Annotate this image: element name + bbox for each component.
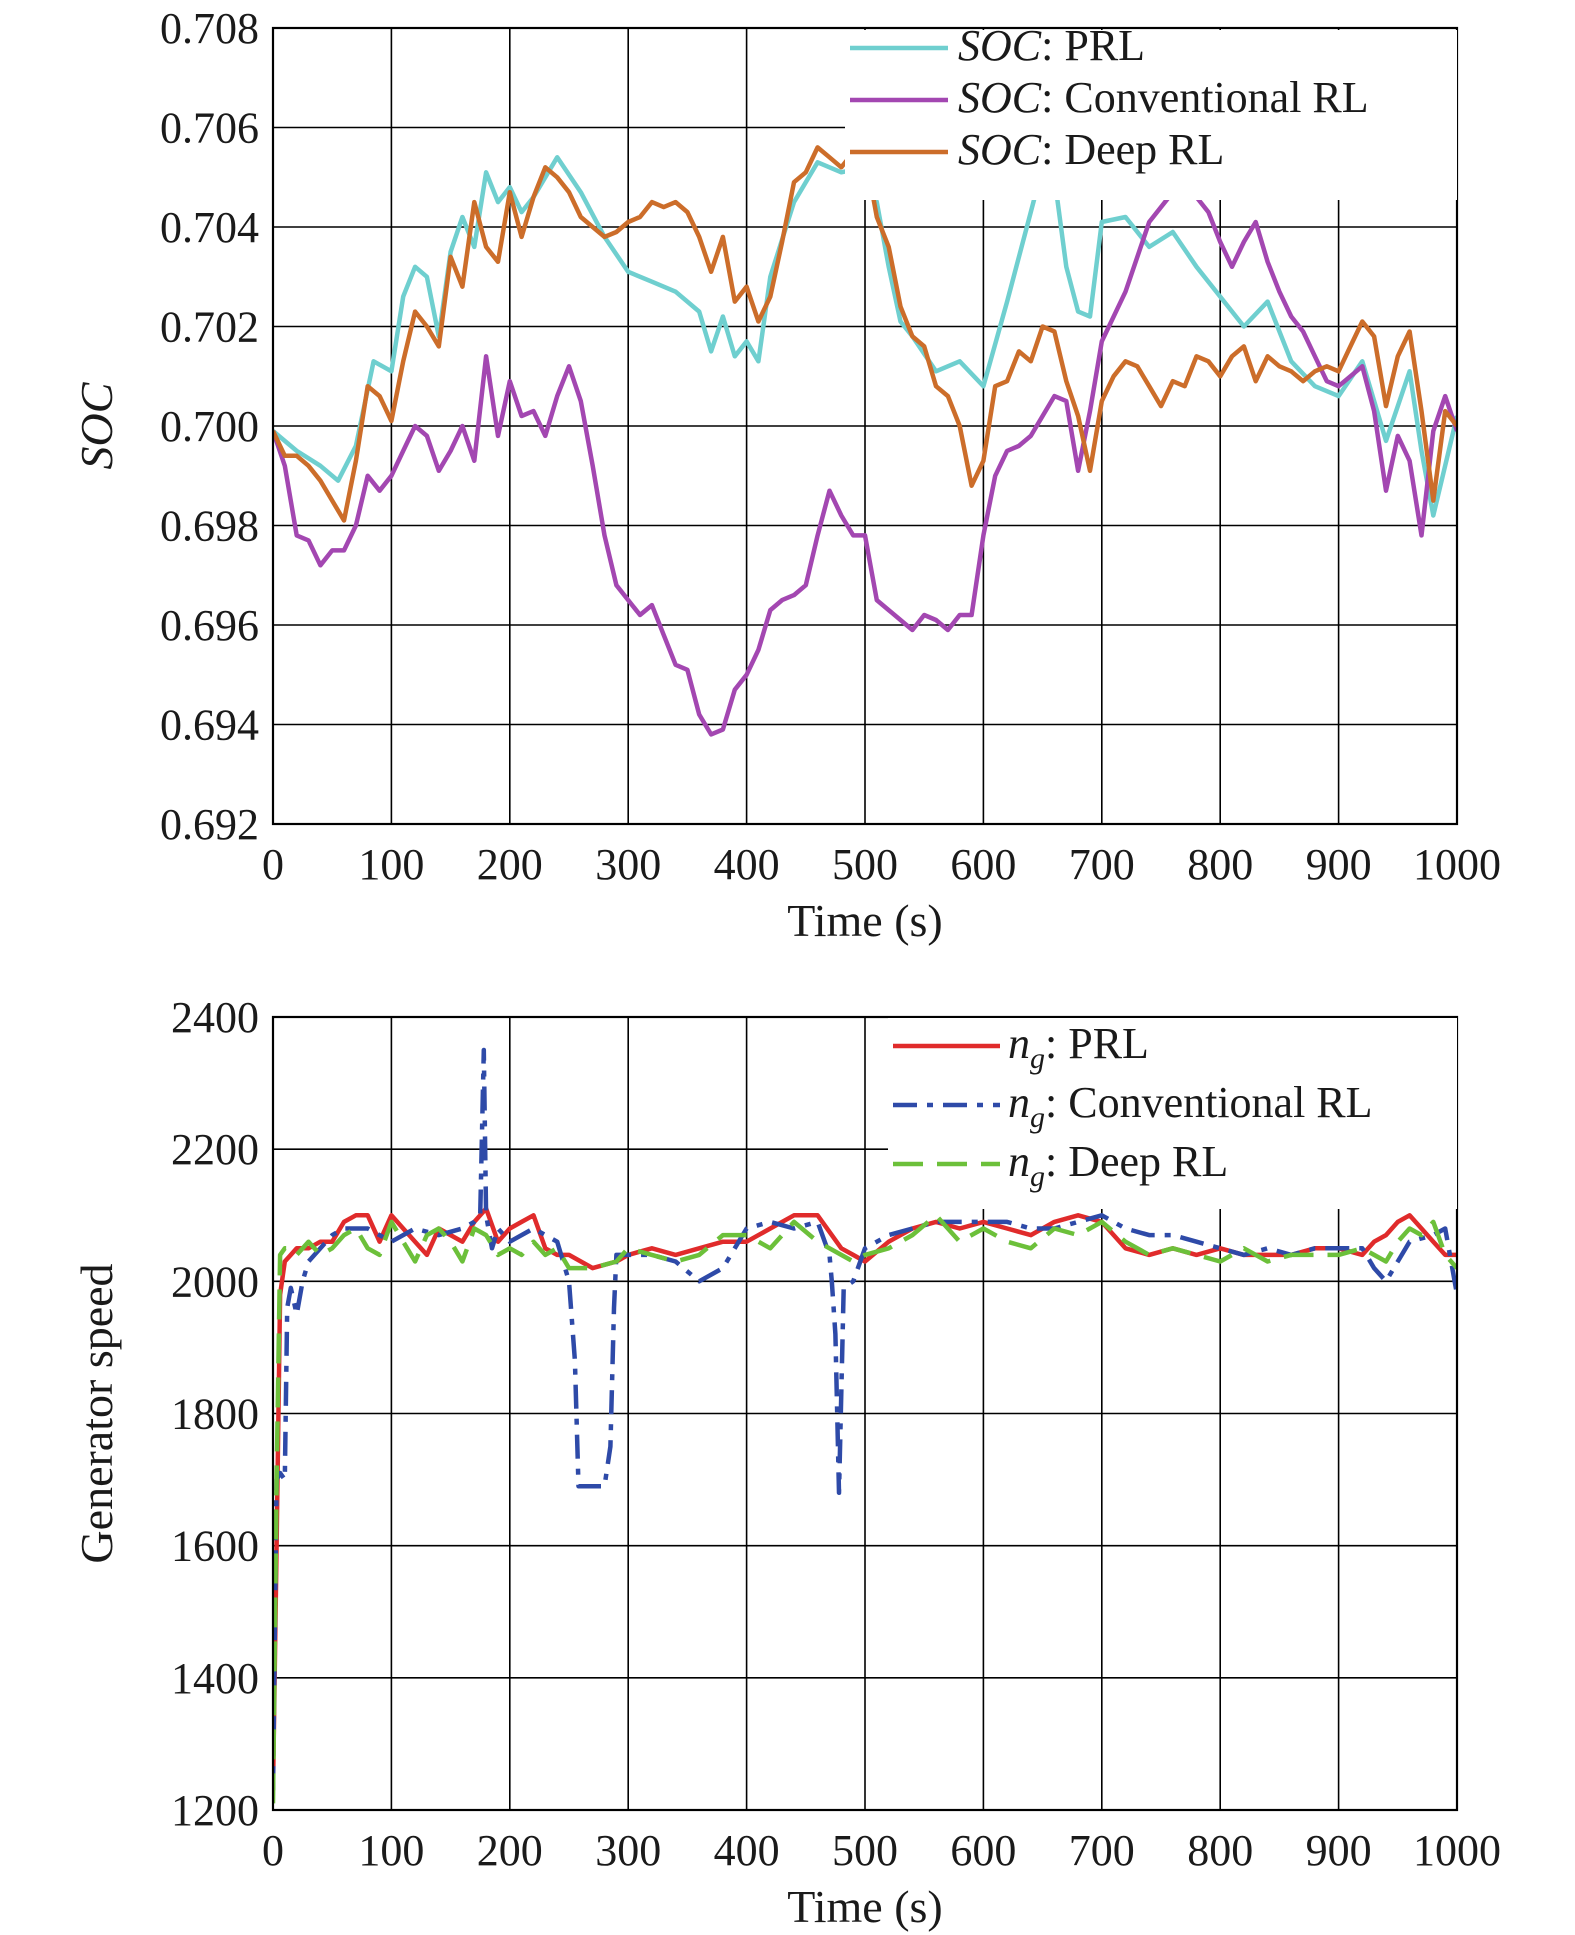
legend-entry-3: ng: Deep RL: [1008, 1137, 1228, 1193]
series-line-1: [273, 155, 1457, 518]
x-tick-label: 800: [1187, 1826, 1253, 1875]
legend-entry-2: ng: Conventional RL: [1008, 1078, 1373, 1134]
legend-symbol: n: [1008, 1019, 1030, 1068]
legend-subscript: g: [1030, 1101, 1045, 1134]
y-tick-label: 2400: [171, 993, 259, 1042]
y-tick-label: 0.698: [160, 502, 259, 551]
legend-box: [845, 30, 1457, 200]
y-axis-label: SOC: [71, 381, 122, 469]
y-tick-label: 0.708: [160, 4, 259, 53]
y-tick-label: 0.696: [160, 601, 259, 650]
legend-subscript: g: [1030, 1042, 1045, 1075]
x-tick-label: 700: [1069, 1826, 1135, 1875]
legend-symbol: n: [1008, 1137, 1030, 1186]
x-tick-label: 1000: [1413, 1826, 1501, 1875]
x-axis-label: Time (s): [787, 1881, 943, 1932]
x-tick-label: 200: [477, 840, 543, 889]
x-tick-label: 1000: [1413, 840, 1501, 889]
y-tick-label: 1200: [171, 1786, 259, 1835]
x-tick-label: 600: [950, 1826, 1016, 1875]
y-tick-label: 2200: [171, 1125, 259, 1174]
y-axis-label: Generator speed: [71, 1263, 122, 1563]
x-tick-label: 400: [714, 1826, 780, 1875]
y-tick-label: 1400: [171, 1654, 259, 1703]
y-tick-label: 1800: [171, 1390, 259, 1439]
legend-entry-3: SOC: Deep RL: [958, 125, 1224, 174]
x-tick-label: 100: [358, 1826, 424, 1875]
x-tick-label: 0: [262, 840, 284, 889]
legend-label: : Conventional RL: [1045, 1078, 1373, 1127]
legend-entry-2: SOC: Conventional RL: [958, 73, 1369, 122]
x-tick-label: 500: [832, 840, 898, 889]
legend-subscript: g: [1030, 1160, 1045, 1193]
legend-label: : Deep RL: [1041, 125, 1224, 174]
soc-chart: 0 100 200 300 400 500 600 700 800 900 1000 0.692 0.6…: [71, 4, 1501, 946]
axes-frame: [271, 1015, 1459, 1812]
legend-label: : PRL: [1041, 21, 1145, 70]
y-tick-label: 0.700: [160, 402, 259, 451]
legend-box: [888, 1018, 1457, 1209]
x-tick-label: 700: [1069, 840, 1135, 889]
legend-symbol: n: [1008, 1078, 1030, 1127]
y-tick-label: 0.706: [160, 104, 259, 153]
legend-label: : Deep RL: [1045, 1137, 1228, 1186]
x-tick-label: 400: [714, 840, 780, 889]
x-tick-label: 900: [1306, 1826, 1372, 1875]
x-tick-label: 500: [832, 1826, 898, 1875]
x-tick-label: 800: [1187, 840, 1253, 889]
generator-speed-chart: 0 100 200 300 400 500 600 700 800 900 1000 1200 1400…: [71, 993, 1501, 1932]
x-tick-label: 100: [358, 840, 424, 889]
legend-entry-1: ng: PRL: [1008, 1019, 1149, 1075]
y-tick-label: 0.702: [160, 303, 259, 352]
legend-symbol: SOC: [958, 73, 1042, 122]
legend-symbol: SOC: [958, 21, 1042, 70]
series-line-2: [273, 1047, 1457, 1791]
x-tick-label: 300: [595, 840, 661, 889]
x-axis-label: Time (s): [787, 895, 943, 946]
y-tick-label: 2000: [171, 1257, 259, 1306]
series-group: [273, 1047, 1457, 1804]
legend-entry-1: SOC: PRL: [958, 21, 1145, 70]
axes-frame: [271, 26, 1459, 826]
x-tick-label: 600: [950, 840, 1016, 889]
y-tick-label: 1600: [171, 1522, 259, 1571]
series-line-2: [273, 189, 1457, 737]
series-line-3: [273, 1213, 1457, 1804]
x-tick-label: 0: [262, 1826, 284, 1875]
x-tick-label: 900: [1306, 840, 1372, 889]
y-tick-label: 0.694: [160, 701, 259, 750]
legend-label: : Conventional RL: [1041, 73, 1369, 122]
x-tick-label: 200: [477, 1826, 543, 1875]
y-tick-label: 0.704: [160, 203, 259, 252]
y-tick-label: 0.692: [160, 800, 259, 849]
legend-label: : PRL: [1045, 1019, 1149, 1068]
series-line-1: [273, 1206, 1457, 1791]
x-tick-label: 300: [595, 1826, 661, 1875]
legend-symbol: SOC: [958, 125, 1042, 174]
